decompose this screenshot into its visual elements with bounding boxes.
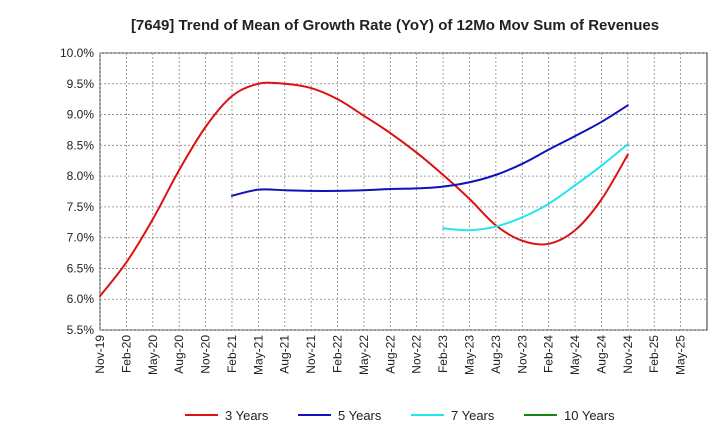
y-tick-label: 10.0% — [60, 46, 94, 60]
x-tick-label: Nov-19 — [93, 335, 107, 374]
x-tick-label: Aug-20 — [172, 335, 186, 374]
y-tick-label: 8.0% — [67, 169, 95, 183]
x-axis-ticks: Nov-19 Feb-20 May-20 Aug-20 Nov-20 Feb-21 May-… — [93, 335, 688, 375]
x-tick-label: Nov-20 — [199, 335, 213, 374]
x-tick-label: May-23 — [462, 335, 476, 375]
series-line-3-years — [99, 81, 629, 298]
x-tick-label: Nov-22 — [410, 335, 424, 374]
x-tick-label: Aug-23 — [489, 335, 503, 374]
y-tick-label: 8.5% — [67, 138, 95, 152]
x-tick-label: Feb-22 — [331, 335, 345, 373]
x-tick-label: May-21 — [251, 335, 265, 375]
x-tick-label: Nov-23 — [515, 335, 529, 374]
legend-label-7-years: 7 Years — [451, 408, 495, 423]
x-tick-label: Aug-24 — [594, 335, 608, 374]
y-tick-label: 7.0% — [67, 231, 95, 245]
y-tick-label: 9.0% — [67, 108, 95, 122]
x-tick-label: May-20 — [146, 335, 160, 375]
y-axis-ticks: 10.0% 9.5% 9.0% 8.5% 8.0% 7.5% 7.0% 6.5% 6.0% 5.5… — [60, 46, 94, 337]
x-tick-label: Feb-24 — [542, 335, 556, 373]
series-line-7-years — [442, 143, 629, 232]
x-tick-label: May-25 — [674, 335, 688, 375]
legend-label-10-years: 10 Years — [564, 408, 615, 423]
series-lines — [99, 81, 629, 298]
x-tick-label: May-24 — [568, 335, 582, 375]
x-tick-label: May-22 — [357, 335, 371, 375]
chart-title: [7649] Trend of Mean of Growth Rate (YoY… — [131, 17, 659, 34]
x-tick-label: Nov-21 — [304, 335, 318, 374]
legend-label-5-years: 5 Years — [338, 408, 382, 423]
x-tick-label: Feb-25 — [647, 335, 661, 373]
x-tick-label: Aug-21 — [278, 335, 292, 374]
x-tick-label: Aug-22 — [383, 335, 397, 374]
series-line-5-years — [230, 104, 629, 197]
x-tick-label: Feb-20 — [119, 335, 133, 373]
y-tick-label: 9.5% — [67, 77, 95, 91]
x-tick-label: Feb-21 — [225, 335, 239, 373]
legend: 3 Years 5 Years 7 Years 10 Years — [185, 408, 615, 423]
x-tick-label: Nov-24 — [621, 335, 635, 374]
y-tick-label: 6.5% — [67, 261, 95, 275]
legend-label-3-years: 3 Years — [225, 408, 269, 423]
y-tick-label: 6.0% — [67, 292, 95, 306]
grid-lines — [99, 52, 707, 331]
x-tick-label: Feb-23 — [436, 335, 450, 373]
plot-area — [99, 52, 708, 331]
y-tick-label: 5.5% — [67, 323, 95, 337]
y-tick-label: 7.5% — [67, 200, 95, 214]
